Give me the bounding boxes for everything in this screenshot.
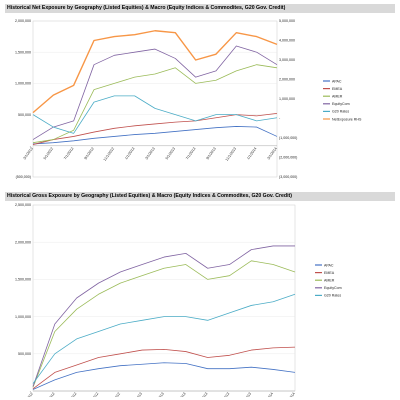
x-tick-label: 3/1/2013: [154, 392, 165, 397]
y2-tick-label: -: [279, 117, 281, 121]
x-tick-label: 11/1/2013: [225, 147, 237, 162]
series-line-amer: [32, 260, 296, 388]
x-tick-label: 5/1/2012: [43, 147, 54, 161]
series-line-emea: [32, 112, 278, 145]
y-tick-label: 2,500,000: [15, 203, 31, 207]
x-tick-label: 5/1/2013: [165, 147, 176, 161]
y2-tick-label: 4,000,000: [279, 39, 295, 43]
y2-tick-label: 5,000,000: [279, 19, 295, 23]
series-line-netexposure-rhs: [32, 30, 278, 114]
x-tick-label: 9/1/2012: [88, 392, 99, 397]
gross-exposure-title: Historical Gross Exposure by Geography (…: [5, 192, 395, 201]
x-tick-label: 3/1/2014: [267, 147, 278, 161]
y-tick-label: -: [30, 144, 32, 148]
y-tick-label: (500,000): [16, 175, 31, 179]
x-tick-label: 1/1/2014: [263, 392, 274, 397]
y-tick-label: 1,000,000: [15, 82, 31, 86]
net-exposure-panel: Historical Net Exposure by Geography (Li…: [5, 4, 395, 181]
x-tick-label: 5/1/2012: [44, 392, 55, 397]
legend-label: EMEA: [332, 87, 343, 91]
y-tick-label: 1,500,000: [15, 50, 31, 54]
x-tick-label: 9/1/2013: [219, 392, 230, 397]
legend-label: APAC: [332, 79, 342, 83]
x-tick-label: 3/1/2014: [285, 392, 296, 397]
series-line-g20-rates: [32, 293, 296, 384]
x-tick-label: 1/1/2014: [246, 147, 257, 161]
x-tick-label: 7/1/2013: [185, 147, 196, 161]
y2-tick-label: (1,000,000): [279, 136, 297, 140]
legend-label: EMEA: [324, 271, 335, 275]
legend-label: AMER: [332, 95, 343, 99]
legend-label: APAC: [324, 263, 334, 267]
x-tick-label: 5/1/2013: [175, 392, 186, 397]
x-tick-label: 7/1/2013: [197, 392, 208, 397]
series-line-amer: [32, 64, 278, 144]
x-tick-label: 3/1/2012: [23, 392, 34, 397]
y-tick-label: 1,000,000: [15, 315, 31, 319]
x-tick-label: 11/1/2012: [109, 392, 121, 397]
x-tick-label: 1/1/2013: [124, 147, 135, 161]
x-tick-label: 9/1/2013: [206, 147, 217, 161]
legend-label: EquityCom: [332, 102, 350, 106]
x-tick-label: 11/1/2012: [103, 147, 115, 162]
net-exposure-title: Historical Net Exposure by Geography (Li…: [5, 4, 395, 13]
y2-tick-label: (3,000,000): [279, 175, 297, 179]
x-tick-label: 11/1/2013: [240, 392, 252, 397]
series-line-equitycom: [32, 45, 278, 140]
net-exposure-chart: (500,000) - 500,000 1,000,000 1,500,000 2,000…: [15, 19, 362, 179]
legend-label: G20 Rates: [332, 110, 349, 114]
y2-tick-label: 2,000,000: [279, 78, 295, 82]
series-line-apac: [32, 126, 278, 145]
legend-label: EquityCom: [324, 286, 342, 290]
x-tick-label: 7/1/2012: [63, 147, 74, 161]
y-tick-label: 2,000,000: [15, 19, 31, 23]
y-tick-label: 500,000: [18, 113, 31, 117]
legend-label: NetExposure RHS: [332, 117, 362, 121]
series-line-apac: [32, 362, 296, 390]
y-tick-label: 1,500,000: [15, 278, 31, 282]
y2-tick-label: 3,000,000: [279, 58, 295, 62]
y-tick-label: 2,000,000: [15, 240, 31, 244]
x-tick-label: 1/1/2013: [132, 392, 143, 397]
gross-exposure-chart: - 500,000 1,000,000 1,500,000 2,000,000 2,500…: [15, 203, 342, 397]
series-line-equitycom: [32, 245, 295, 387]
x-tick-label: 7/1/2012: [66, 392, 77, 397]
y2-tick-label: 1,000,000: [279, 97, 295, 101]
y-tick-label: 500,000: [18, 352, 31, 356]
series-line-emea: [32, 346, 296, 390]
legend-label: G20 Rates: [324, 294, 341, 298]
gross-exposure-panel: Historical Gross Exposure by Geography (…: [5, 192, 395, 397]
series-line-g20-rates: [32, 95, 278, 134]
y2-tick-label: (2,000,000): [279, 156, 297, 160]
legend-label: AMER: [324, 279, 335, 283]
y-tick-label: -: [30, 389, 32, 393]
x-tick-label: 3/1/2013: [145, 147, 156, 161]
x-tick-label: 9/1/2012: [84, 147, 95, 161]
x-tick-label: 3/1/2013: [23, 147, 34, 161]
